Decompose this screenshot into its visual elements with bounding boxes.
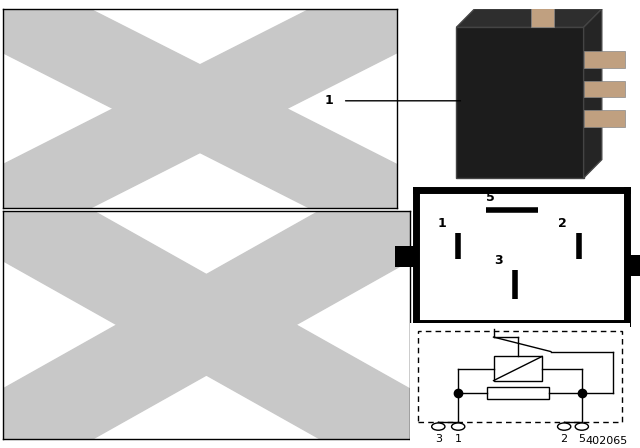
Text: 5: 5 <box>579 434 586 444</box>
Bar <box>395 246 416 267</box>
Text: 1: 1 <box>437 217 446 230</box>
Circle shape <box>452 423 465 430</box>
Text: 2: 2 <box>557 217 566 230</box>
Bar <box>487 387 548 399</box>
Circle shape <box>432 423 445 430</box>
Bar <box>627 255 640 276</box>
Text: 3: 3 <box>435 434 442 444</box>
Polygon shape <box>3 9 397 208</box>
Text: 1: 1 <box>454 434 461 444</box>
Polygon shape <box>3 211 410 439</box>
Polygon shape <box>3 211 410 439</box>
Bar <box>419 331 621 422</box>
Bar <box>531 5 554 27</box>
Bar <box>584 51 625 68</box>
Polygon shape <box>456 9 602 27</box>
Text: 1: 1 <box>325 94 333 108</box>
Polygon shape <box>584 9 602 178</box>
Bar <box>584 81 625 97</box>
Bar <box>584 110 625 126</box>
Text: 3: 3 <box>494 254 503 267</box>
Text: 5: 5 <box>486 190 495 203</box>
Bar <box>493 357 542 381</box>
Polygon shape <box>3 9 397 208</box>
Text: 2: 2 <box>561 434 568 444</box>
Circle shape <box>575 423 588 430</box>
Polygon shape <box>456 27 584 178</box>
Circle shape <box>557 423 571 430</box>
Text: 402065: 402065 <box>585 436 627 446</box>
